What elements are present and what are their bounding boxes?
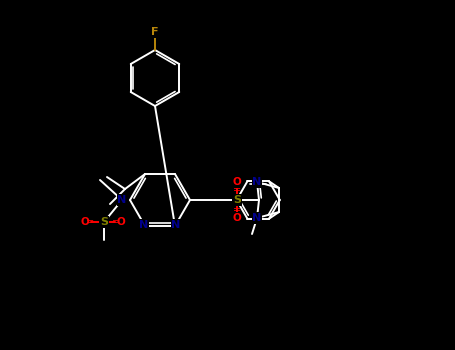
Text: O: O bbox=[233, 177, 241, 187]
Text: =: = bbox=[233, 185, 241, 195]
Text: =: = bbox=[233, 205, 241, 215]
Text: F: F bbox=[151, 27, 159, 37]
Text: N: N bbox=[253, 213, 262, 223]
Text: =: = bbox=[86, 217, 94, 227]
Text: N: N bbox=[172, 220, 181, 230]
Text: N: N bbox=[253, 177, 262, 187]
Text: S: S bbox=[100, 217, 108, 227]
Text: =: = bbox=[112, 217, 120, 227]
Text: O: O bbox=[81, 217, 89, 227]
Text: O: O bbox=[233, 213, 241, 223]
Text: S: S bbox=[233, 195, 241, 205]
Text: O: O bbox=[116, 217, 126, 227]
Text: N: N bbox=[117, 195, 126, 205]
Text: N: N bbox=[139, 220, 149, 230]
